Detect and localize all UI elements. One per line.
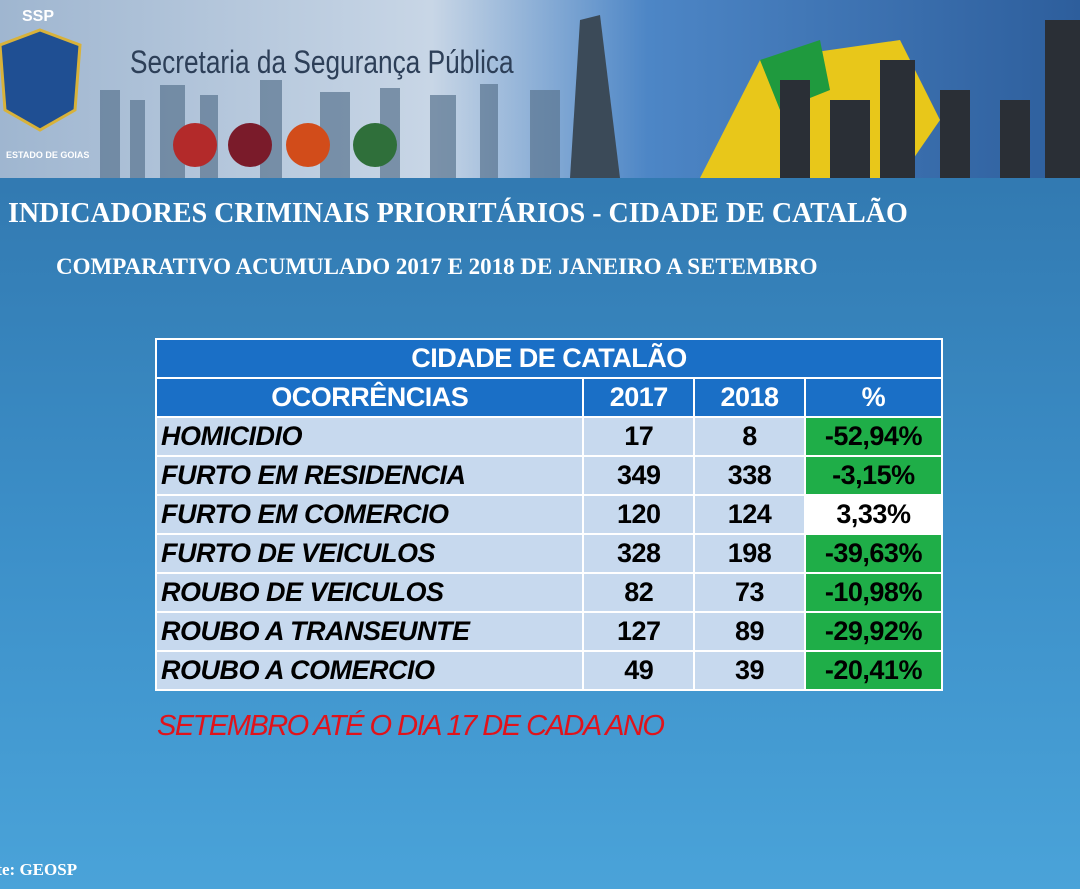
crime-name: FURTO EM RESIDENCIA [154, 455, 585, 496]
table-row: FURTO EM COMERCIO 120 124 3,33% [154, 494, 944, 535]
table-row: FURTO DE VEICULOS 328 198 -39,63% [154, 533, 944, 574]
banner: SSP ESTADO DE GOIAS Secretaria da Segura… [0, 0, 1080, 178]
logo: SSP [22, 8, 55, 25]
cell: -10,98% [803, 572, 944, 613]
crime-name: ROUBO A TRANSEUNTE [154, 611, 585, 652]
cell: 49 [582, 650, 696, 691]
cell: 338 [693, 455, 806, 496]
column-header: OCORRÊNCIAS [154, 377, 585, 418]
cell: -20,41% [803, 650, 944, 691]
cell: 89 [693, 611, 806, 652]
cell: 39 [693, 650, 806, 691]
column-header: % [803, 377, 944, 418]
cell: 349 [582, 455, 696, 496]
note: SETEMBRO ATÉ O DIA 17 DE CADA ANO [157, 710, 665, 742]
cell: -29,92% [803, 611, 944, 652]
logo-caption: ESTADO DE GOIAS [6, 150, 90, 160]
cell: 82 [582, 572, 696, 613]
cell: -52,94% [803, 416, 944, 457]
banner-art [0, 15, 1080, 178]
crime-name: FURTO EM COMERCIO [154, 494, 585, 535]
cell: 3,33% [803, 494, 944, 535]
column-header: 2018 [693, 377, 806, 418]
table-row: ROUBO A COMERCIO 49 39 -20,41% [154, 650, 944, 691]
cell: -39,63% [803, 533, 944, 574]
table-caption: CIDADE DE CATALÃO [155, 338, 943, 379]
header-row: OCORRÊNCIAS 2017 2018% [154, 377, 944, 418]
cell: 8 [693, 416, 806, 457]
table-row: HOMICIDIO 17 8 -52,94% [154, 416, 944, 457]
crime-name: ROUBO DE VEICULOS [154, 572, 585, 613]
cell: 17 [582, 416, 696, 457]
table-row: ROUBO DE VEICULOS 82 73 -10,98% [154, 572, 944, 613]
header-title: Secretaria da Segurança Pública [130, 44, 514, 80]
title: INDICADORES CRIMINAIS PRIORITÁRIOS - CID… [8, 198, 908, 229]
crime-name: FURTO DE VEICULOS [154, 533, 585, 574]
table-row: ROUBO A TRANSEUNTE 127 89 -29,92% [154, 611, 944, 652]
cell: 328 [582, 533, 696, 574]
table-row: FURTO EM RESIDENCIA 349 338 -3,15% [154, 455, 944, 496]
table: CIDADE DE CATALÃO OCORRÊNCIAS 2017 2018% HO… [154, 338, 944, 691]
cell: 198 [693, 533, 806, 574]
crime-name: HOMICIDIO [154, 416, 585, 457]
source: Fonte: GEOSP [0, 860, 78, 879]
cell: 73 [693, 572, 806, 613]
column-header: 2017 [582, 377, 696, 418]
crime-name: ROUBO A COMERCIO [154, 650, 585, 691]
cell: -3,15% [803, 455, 944, 496]
cell: 120 [582, 494, 696, 535]
cell: 124 [693, 494, 806, 535]
cell: 127 [582, 611, 696, 652]
subtitle: COMPARATIVO ACUMULADO 2017 E 2018 DE JAN… [56, 254, 818, 279]
